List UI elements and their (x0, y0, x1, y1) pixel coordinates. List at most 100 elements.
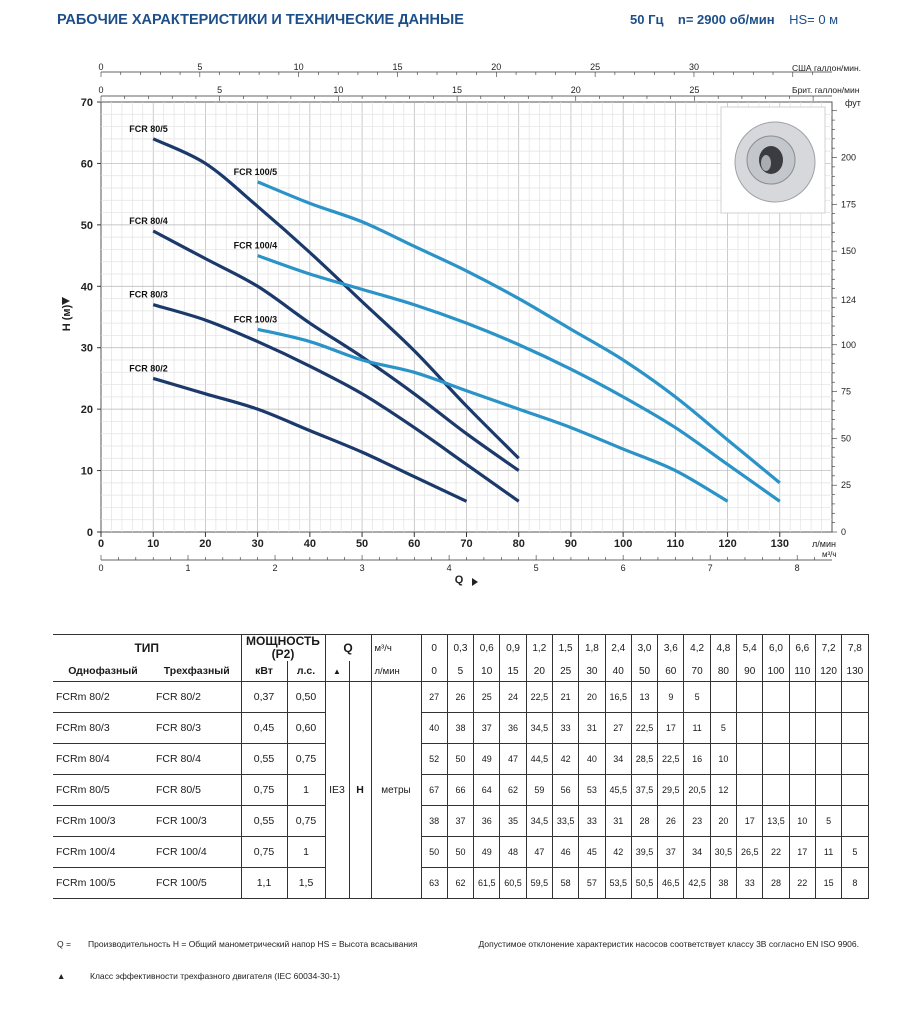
head-value: 53,5 (605, 867, 632, 899)
flow-lmin-header: 25 (552, 661, 580, 682)
flow-m3h-header: 1,8 (578, 634, 606, 661)
head-value: 20 (710, 805, 738, 837)
head-value: 37 (473, 712, 501, 744)
head-value: 62 (499, 774, 527, 806)
footer-triangle-symbol: ▲ (57, 971, 66, 981)
head-value: 11 (683, 712, 711, 744)
head-value: 21 (552, 681, 580, 713)
x-tick-label: 40 (304, 538, 316, 550)
head-value: 37 (657, 836, 685, 868)
head-value: 36 (499, 712, 527, 744)
curve-fcr-80-4 (152, 229, 520, 472)
x-axis-arrow (472, 578, 478, 586)
head-value: 5 (815, 805, 843, 837)
table-row: FCRm 80/3 FCR 80/3 0,45 0,60 40 38 37 36 34,5 33 3… (53, 712, 869, 744)
head-value (789, 712, 816, 744)
three-phase-model: FCR 80/2 (153, 681, 242, 713)
rotation-speed: n= 2900 об/мин (677, 12, 775, 27)
flow-m3h-header: 5,4 (736, 634, 764, 661)
hp-header: л.с. (287, 661, 326, 682)
flow-lmin-header: 15 (499, 661, 527, 682)
flow-lmin-header: 5 (447, 661, 475, 682)
x-tick-label: 30 (252, 538, 264, 550)
flow-lmin-header: 30 (578, 661, 606, 682)
m3h-unit-label: м³/ч (822, 550, 837, 559)
head-value: 23 (683, 805, 711, 837)
flow-lmin-header: 100 (762, 661, 790, 682)
head-value: 60,5 (499, 867, 527, 899)
y-tick-label: 10 (81, 466, 93, 478)
flow-m3h-header: 3,0 (631, 634, 659, 661)
x-tick-label: 10 (147, 538, 159, 550)
head-value (815, 743, 843, 775)
flow-lmin-header: 20 (526, 661, 553, 682)
uk-gpm-tick-label: 10 (333, 85, 343, 95)
m3h-tick-label: 7 (708, 563, 713, 573)
head-value: 15 (815, 867, 843, 899)
three-phase-model: FCR 100/4 (153, 836, 242, 868)
table-row: FCRm 80/5 FCR 80/5 0,75 1 67 66 64 62 59 56 53 45,5… (53, 774, 869, 806)
q-header: Q (325, 634, 372, 661)
curve-fcr-80-2 (152, 376, 468, 503)
three-phase-model: FCR 80/3 (153, 712, 242, 744)
head-value (736, 712, 764, 744)
head-value: 13,5 (762, 805, 790, 837)
head-value (710, 681, 738, 713)
head-value (841, 774, 869, 806)
flow-m3h-header: 4,2 (683, 634, 711, 661)
head-value: 8 (841, 867, 869, 899)
head-value: 53 (578, 774, 606, 806)
single-phase-model: FCRm 100/4 (53, 836, 153, 868)
flow-lmin-header: 50 (631, 661, 659, 682)
m3h-tick-label: 4 (447, 563, 452, 573)
head-unit: метры (371, 681, 422, 899)
head-value: 5 (683, 681, 711, 713)
head-value: 5 (841, 836, 869, 868)
ft-tick-label: 175 (841, 199, 856, 209)
single-phase-model: FCRm 100/3 (53, 805, 153, 837)
ft-tick-label: 150 (841, 246, 856, 256)
head-value: 17 (789, 836, 816, 868)
ft-tick-label: 75 (841, 387, 851, 397)
us-gpm-tick-label: 10 (294, 62, 304, 72)
us-gpm-unit-label: США галлон/мин. (792, 63, 861, 73)
flow-m3h-header: 0 (421, 634, 448, 661)
us-gpm-tick-label: 25 (590, 62, 600, 72)
power-kw: 0,37 (241, 681, 288, 713)
head-value: 44,5 (526, 743, 553, 775)
three-phase-model: FCR 100/5 (153, 867, 242, 899)
head-value: 11 (815, 836, 843, 868)
head-value: 10 (789, 805, 816, 837)
curve-fcr-100-5 (257, 180, 781, 485)
head-value (815, 681, 843, 713)
head-value: 27 (421, 681, 448, 713)
operating-conditions: 50 Гц n= 2900 об/мин HS= 0 м (630, 12, 838, 27)
ft-tick-label: 25 (841, 480, 851, 490)
footer-legend: Производительность H = Общий манометриче… (88, 939, 418, 949)
head-value: 63 (421, 867, 448, 899)
head-value: 20,5 (683, 774, 711, 806)
head-value: 22,5 (657, 743, 685, 775)
ft-tick-label: 124 (841, 295, 856, 305)
head-value: 16,5 (605, 681, 632, 713)
head-value: 9 (657, 681, 685, 713)
head-value (789, 774, 816, 806)
head-value: 34 (683, 836, 711, 868)
head-value (762, 774, 790, 806)
table-row: FCRm 100/5 FCR 100/5 1,1 1,5 63 62 61,5 60,5 59,… (53, 867, 869, 899)
y-tick-label: 30 (81, 343, 93, 355)
head-value: 49 (473, 743, 501, 775)
us-gpm-tick-label: 30 (689, 62, 699, 72)
head-value: 47 (499, 743, 527, 775)
head-value: 50,5 (631, 867, 659, 899)
y-tick-label: 20 (81, 404, 93, 416)
head-value: 46,5 (657, 867, 685, 899)
head-value: 5 (710, 712, 738, 744)
power-kw: 0,55 (241, 743, 288, 775)
head-value: 20 (578, 681, 606, 713)
x-tick-label: 100 (614, 538, 632, 550)
curve-fcr-100-3 (257, 327, 729, 503)
head-value: 10 (710, 743, 738, 775)
head-value: 56 (552, 774, 580, 806)
